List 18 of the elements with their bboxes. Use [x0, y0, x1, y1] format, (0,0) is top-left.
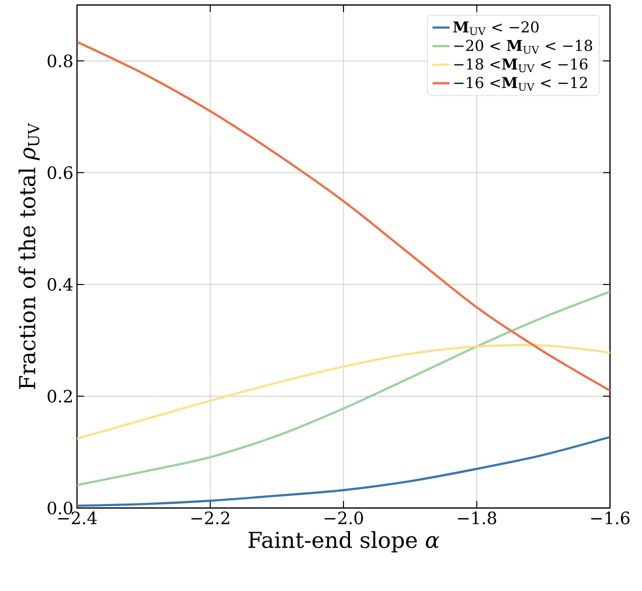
legend-label: −16 <M$_{UV}$ < −12: [454, 76, 587, 91]
legend-label: −20 < M$_{UV}$ < −18: [454, 40, 592, 54]
y-tick-label: 0.2: [48, 390, 72, 403]
y-tick-label: 0.4: [48, 278, 73, 291]
line-series: [77, 40, 610, 392]
legend-label: −18 <M$_{UV}$ < −16: [454, 58, 588, 72]
x-tick-label: −2.2: [191, 512, 230, 524]
line-series: [77, 436, 610, 507]
x-tick-label: −2.0: [324, 512, 363, 524]
line-series: [77, 290, 610, 486]
y-tick-label: 0.8: [48, 54, 72, 68]
legend-label: M$_{UV}$ < −20: [453, 21, 539, 36]
x-tick-label: −1.6: [591, 512, 630, 524]
y-tick-label: 0.6: [48, 166, 72, 180]
x-axis-title: Faint-end slope α: [248, 531, 440, 552]
y-axis-title: Fraction of the total ρ$_{UV}$: [18, 123, 40, 390]
x-tick-label: −1.8: [458, 512, 496, 524]
line-series: [77, 344, 610, 440]
